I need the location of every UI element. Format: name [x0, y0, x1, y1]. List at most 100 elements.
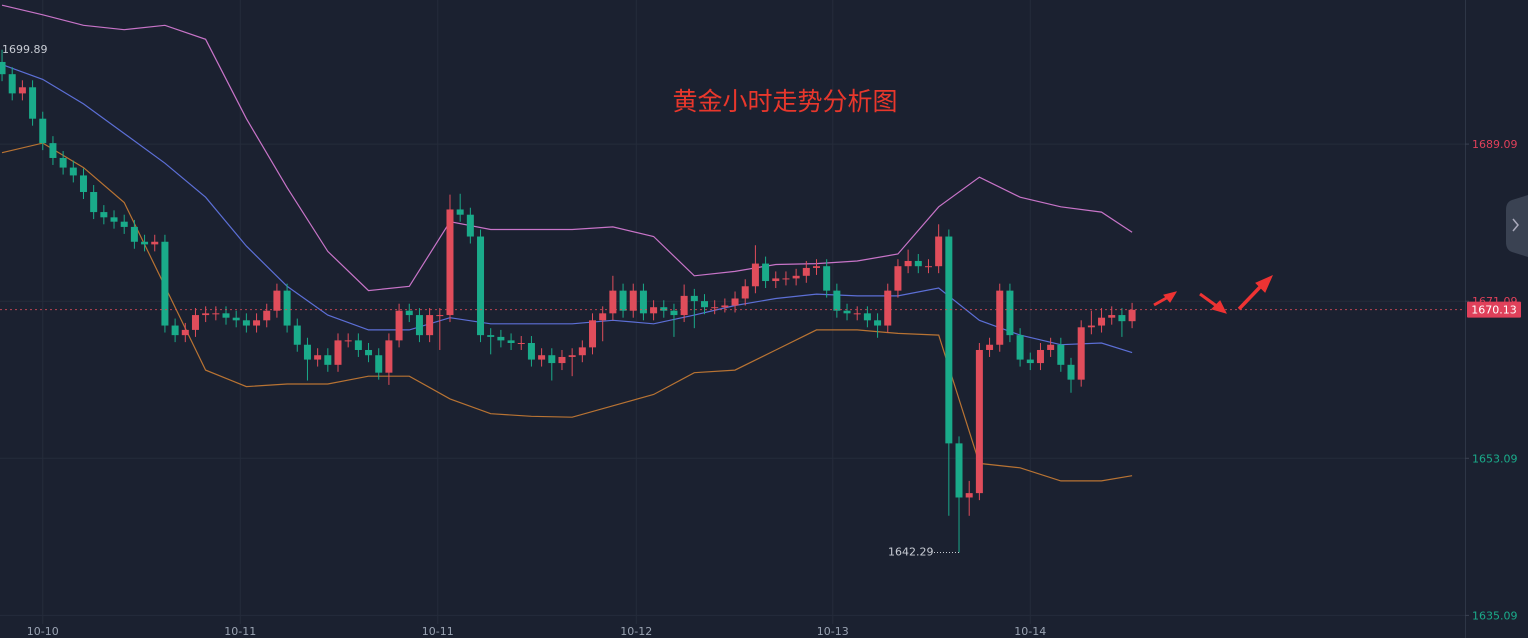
- candle-body: [456, 209, 464, 215]
- candle-body: [782, 278, 790, 280]
- candle-body: [619, 290, 627, 311]
- candle-body: [273, 290, 281, 311]
- candle-body: [924, 266, 932, 268]
- candle-body: [548, 355, 556, 364]
- candle-body: [426, 315, 434, 336]
- candle-body: [283, 290, 291, 326]
- candle-body: [965, 493, 973, 498]
- candle-body: [568, 355, 576, 357]
- candle-body: [1077, 327, 1085, 380]
- candle-body: [823, 266, 831, 291]
- candle-body: [914, 260, 922, 267]
- y-tick-label: 1653.09: [1472, 452, 1518, 465]
- candle-body: [650, 307, 658, 314]
- candle-body: [629, 290, 637, 311]
- candle-body: [253, 320, 261, 326]
- price-tag-label: 1670.13: [1471, 304, 1517, 317]
- candle-body: [802, 267, 810, 276]
- y-tick-label: 1635.09: [1472, 609, 1518, 622]
- candle-body: [29, 87, 37, 119]
- candle-body: [100, 212, 108, 218]
- candle-body: [466, 214, 474, 237]
- candle-body: [303, 344, 311, 360]
- candle-body: [894, 266, 902, 291]
- candle-body: [863, 313, 871, 321]
- arrow: [1237, 283, 1264, 311]
- candle-body: [8, 74, 16, 94]
- candle-body: [792, 275, 800, 279]
- arrow-head: [1255, 275, 1273, 293]
- candle-body: [812, 266, 820, 268]
- candle-body: [171, 325, 179, 336]
- candle-body: [1098, 317, 1106, 326]
- candle-body: [79, 175, 87, 193]
- candle-body: [90, 192, 98, 213]
- candles: [0, 49, 1136, 553]
- labels: 1689.091671.091653.091635.0910-1010-1110…: [0, 43, 1521, 638]
- candle-body: [1016, 335, 1024, 360]
- candle-body: [487, 335, 495, 337]
- candle-body: [680, 295, 688, 316]
- candle-body: [1118, 315, 1126, 322]
- candle-body: [517, 343, 525, 345]
- candle-body: [731, 298, 739, 306]
- candle-body: [191, 315, 199, 330]
- candle-body: [741, 286, 749, 299]
- candle-body: [0, 61, 6, 75]
- x-tick-label: 10-11: [422, 625, 454, 638]
- candle-body: [751, 263, 759, 287]
- arrow-head: [1163, 291, 1178, 303]
- candle-body: [110, 217, 118, 222]
- candle-body: [935, 236, 943, 267]
- candle-body: [263, 310, 271, 321]
- candle-body: [497, 336, 505, 341]
- tab-chevron: [1512, 218, 1519, 232]
- candle-body: [711, 307, 719, 309]
- arrows: [1153, 275, 1273, 314]
- arrow: [1199, 292, 1219, 309]
- candle-body: [222, 313, 230, 318]
- price-tag: [1467, 301, 1521, 318]
- grid: [0, 0, 1469, 624]
- candle-body: [527, 343, 535, 360]
- y-tick-label: 1689.09: [1472, 138, 1518, 151]
- candle-body: [49, 143, 57, 158]
- x-tick-label: 10-11: [224, 625, 256, 638]
- candle-body: [385, 340, 393, 373]
- candle-body: [18, 87, 26, 94]
- candle-body: [375, 355, 383, 373]
- candle-body: [853, 313, 861, 315]
- candle-body: [69, 167, 77, 176]
- collapse-tab[interactable]: [1506, 195, 1528, 257]
- candle-body: [39, 118, 47, 144]
- candle-body: [202, 313, 210, 316]
- candle-body: [507, 340, 515, 344]
- candle-body: [538, 355, 546, 360]
- candle-body: [874, 320, 882, 326]
- candle-body: [446, 209, 454, 316]
- candle-body: [609, 290, 617, 314]
- candle-body: [334, 340, 342, 365]
- candle-body: [395, 310, 403, 341]
- candle-body: [344, 340, 352, 342]
- candle-body: [904, 260, 912, 267]
- candle-body: [986, 344, 994, 350]
- x-tick-label: 10-13: [817, 625, 849, 638]
- candle-body: [589, 320, 597, 348]
- candle-body: [1006, 290, 1014, 336]
- candle-body: [477, 236, 485, 336]
- band-line: [1, 4, 1133, 292]
- chart-title: 黄金小时走势分析图: [672, 87, 897, 116]
- candle-body: [314, 355, 322, 360]
- x-tick-label: 10-10: [27, 625, 59, 638]
- candle-body: [120, 221, 128, 227]
- candle-body: [1087, 325, 1095, 328]
- candle-body: [141, 241, 149, 245]
- candle-body: [1057, 344, 1065, 365]
- candle-body: [181, 329, 189, 336]
- candle-body: [1128, 309, 1136, 322]
- candle-body: [996, 290, 1004, 345]
- candle-body: [670, 310, 678, 316]
